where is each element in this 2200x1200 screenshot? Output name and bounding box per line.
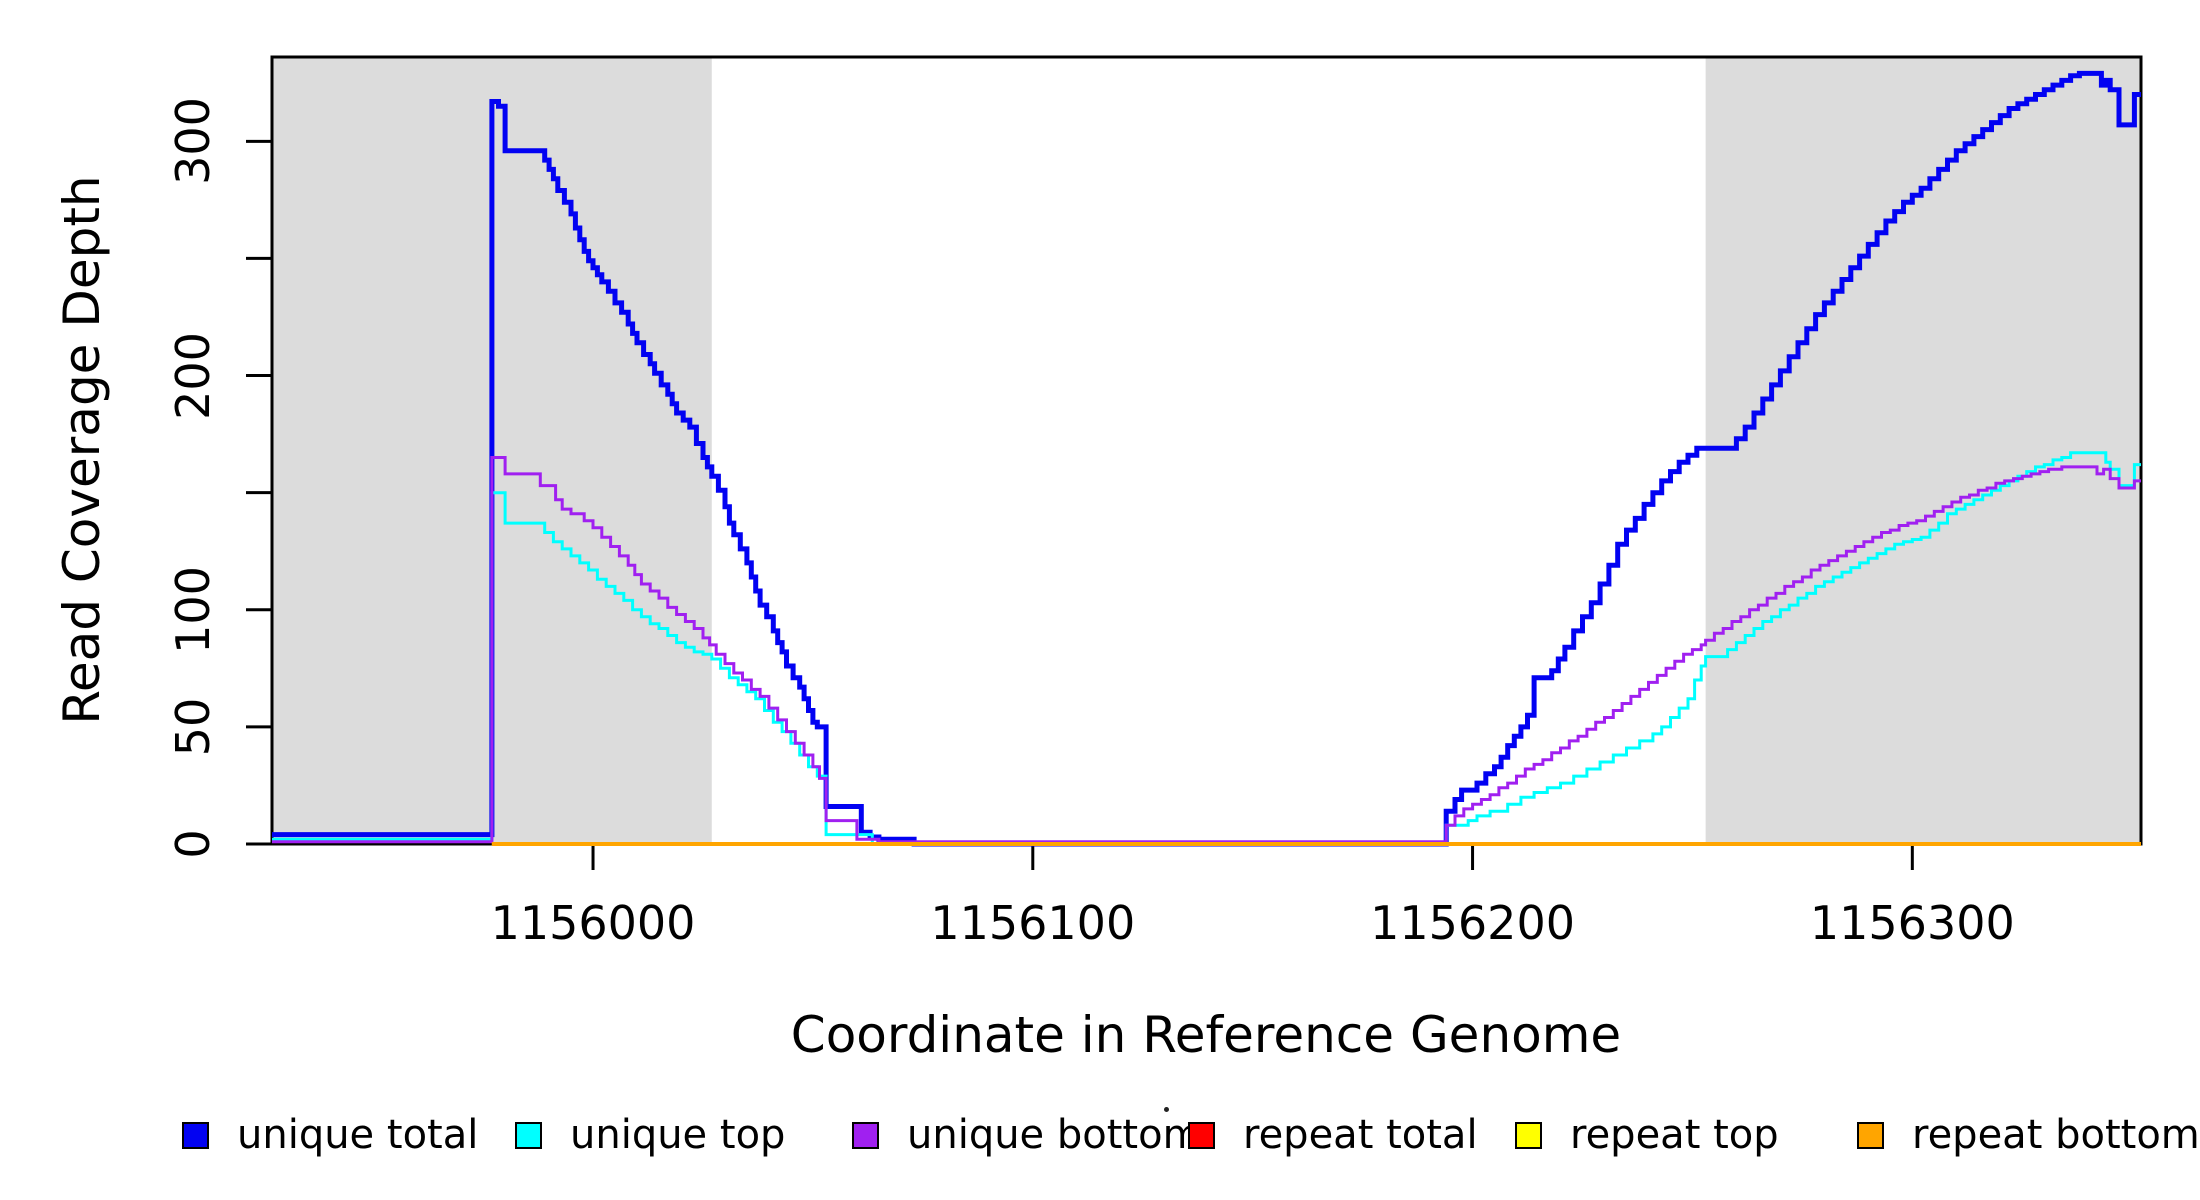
- legend-item-unique-top: unique top: [515, 1112, 785, 1158]
- legend-item-repeat-bottom: repeat bottom: [1857, 1112, 2200, 1158]
- y-tick-label: 200: [166, 331, 220, 420]
- legend-label: repeat total: [1243, 1112, 1478, 1158]
- x-tick-label: 1156200: [1370, 896, 1575, 950]
- legend-item-unique-total: unique total: [182, 1112, 478, 1158]
- stray-dot: [1164, 1107, 1169, 1112]
- shaded-region: [1705, 57, 2141, 844]
- x-tick-label: 1156100: [930, 896, 1136, 950]
- legend-label: unique bottom: [907, 1112, 1202, 1158]
- x-tick-label: 1156000: [490, 896, 696, 950]
- legend-item-unique-bottom: unique bottom: [852, 1112, 1202, 1158]
- legend-swatch-unique-total: [182, 1121, 209, 1149]
- legend-swatch-repeat-bottom: [1857, 1121, 1884, 1149]
- legend-label: unique total: [237, 1112, 479, 1158]
- y-axis-title: Read Coverage Depth: [53, 175, 111, 725]
- x-tick-label: 1156300: [1809, 896, 2015, 950]
- series-line-unique-bottom: [272, 456, 2141, 844]
- y-tick-label: 0: [166, 829, 220, 859]
- series-line-unique-top: [272, 451, 2141, 846]
- legend-label: repeat top: [1570, 1112, 1779, 1158]
- legend-item-repeat-top: repeat top: [1515, 1112, 1779, 1158]
- legend-swatch-unique-bottom: [852, 1121, 879, 1149]
- legend-label: repeat bottom: [1912, 1112, 2200, 1158]
- series-line-unique-total: [272, 70, 2141, 847]
- legend-label: unique top: [570, 1112, 786, 1158]
- legend-swatch-unique-top: [515, 1121, 542, 1149]
- legend-swatch-repeat-total: [1188, 1121, 1215, 1149]
- y-tick-label: 50: [166, 697, 220, 757]
- y-tick-label: 100: [166, 565, 220, 654]
- legend-swatch-repeat-top: [1515, 1121, 1542, 1149]
- y-tick-label: 300: [166, 97, 220, 186]
- x-axis-title: Coordinate in Reference Genome: [790, 1006, 1622, 1064]
- legend-item-repeat-total: repeat total: [1188, 1112, 1478, 1158]
